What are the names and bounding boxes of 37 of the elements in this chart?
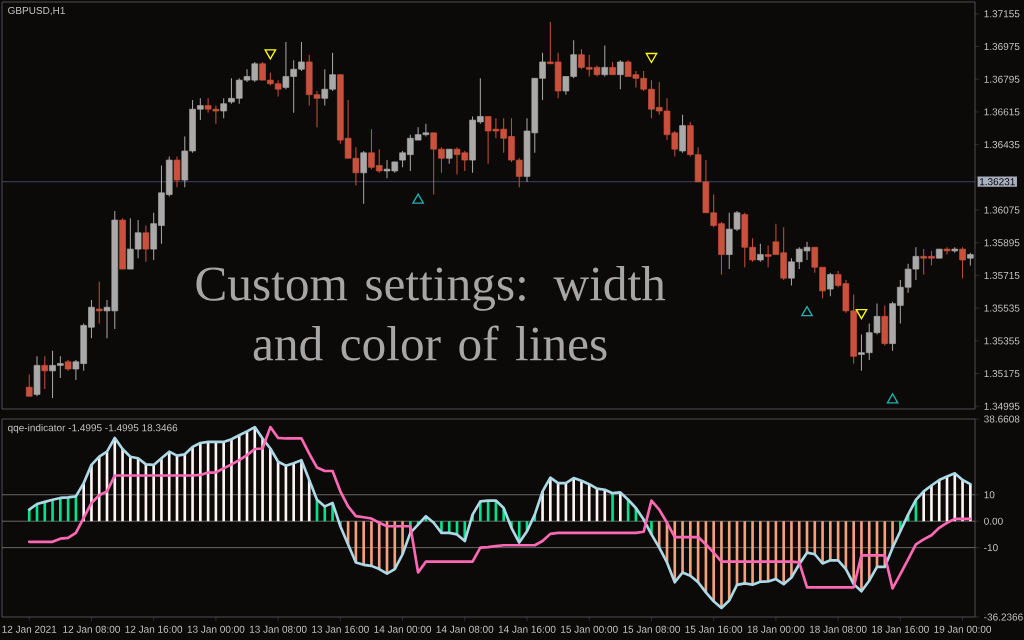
y-tick-label: 1.35715 <box>984 271 1020 279</box>
x-tick-label: 13 Jan 16:00 <box>312 625 369 633</box>
y-tick-label: 1.35535 <box>984 304 1020 312</box>
x-tick-label: 15 Jan 16:00 <box>685 625 743 633</box>
x-tick-label: 12 Jan 08:00 <box>63 625 120 633</box>
x-tick-label: 15 Jan 08:00 <box>623 625 680 633</box>
y-tick-label: 1.36795 <box>984 75 1020 83</box>
y-tick-label: 38.6608 <box>984 415 1020 423</box>
chart-title: GBPUSD,H1 <box>8 6 65 16</box>
y-tick-label: -36.2366 <box>984 613 1023 621</box>
x-tick-label: 14 Jan 08:00 <box>436 625 494 633</box>
y-tick-label: 1.35175 <box>984 370 1020 378</box>
x-tick-label: 19 Jan 00:00 <box>934 625 992 633</box>
y-tick-label: 1.35355 <box>984 337 1020 345</box>
x-tick-label: 14 Jan 00:00 <box>374 625 432 633</box>
y-tick-label: 1.36615 <box>984 108 1020 116</box>
x-tick-label: 12 Jan 2021 <box>2 625 57 633</box>
y-tick-label: 10 <box>984 491 995 499</box>
y-tick-label: 0.00 <box>984 517 1003 525</box>
x-tick-label: 18 Jan 16:00 <box>872 625 929 633</box>
x-tick-label: 18 Jan 08:00 <box>809 625 867 633</box>
x-tick-label: 13 Jan 00:00 <box>187 625 245 633</box>
y-tick-label: 1.36435 <box>984 141 1020 149</box>
y-tick-label: 1.36075 <box>984 206 1020 214</box>
chart-title: qqe-indicator -1.4995 -1.4995 18.3466 <box>8 423 178 434</box>
x-tick-label: 13 Jan 08:00 <box>249 625 307 633</box>
ref-line-label: 1.36231 <box>979 178 1015 186</box>
x-tick-label: 18 Jan 00:00 <box>747 625 805 633</box>
x-tick-label: 15 Jan 00:00 <box>561 625 618 633</box>
x-tick-label: 14 Jan 16:00 <box>498 625 556 633</box>
y-tick-label: 1.36975 <box>984 42 1020 51</box>
y-tick-label: 1.35895 <box>984 239 1020 247</box>
annotation: Custom settings: width and color of lines <box>196 266 666 361</box>
y-tick-label: -10 <box>984 544 998 552</box>
y-tick-label: 1.34995 <box>984 402 1020 410</box>
x-tick-label: 12 Jan 16:00 <box>125 625 183 633</box>
y-tick-label: 1.37155 <box>984 10 1020 18</box>
